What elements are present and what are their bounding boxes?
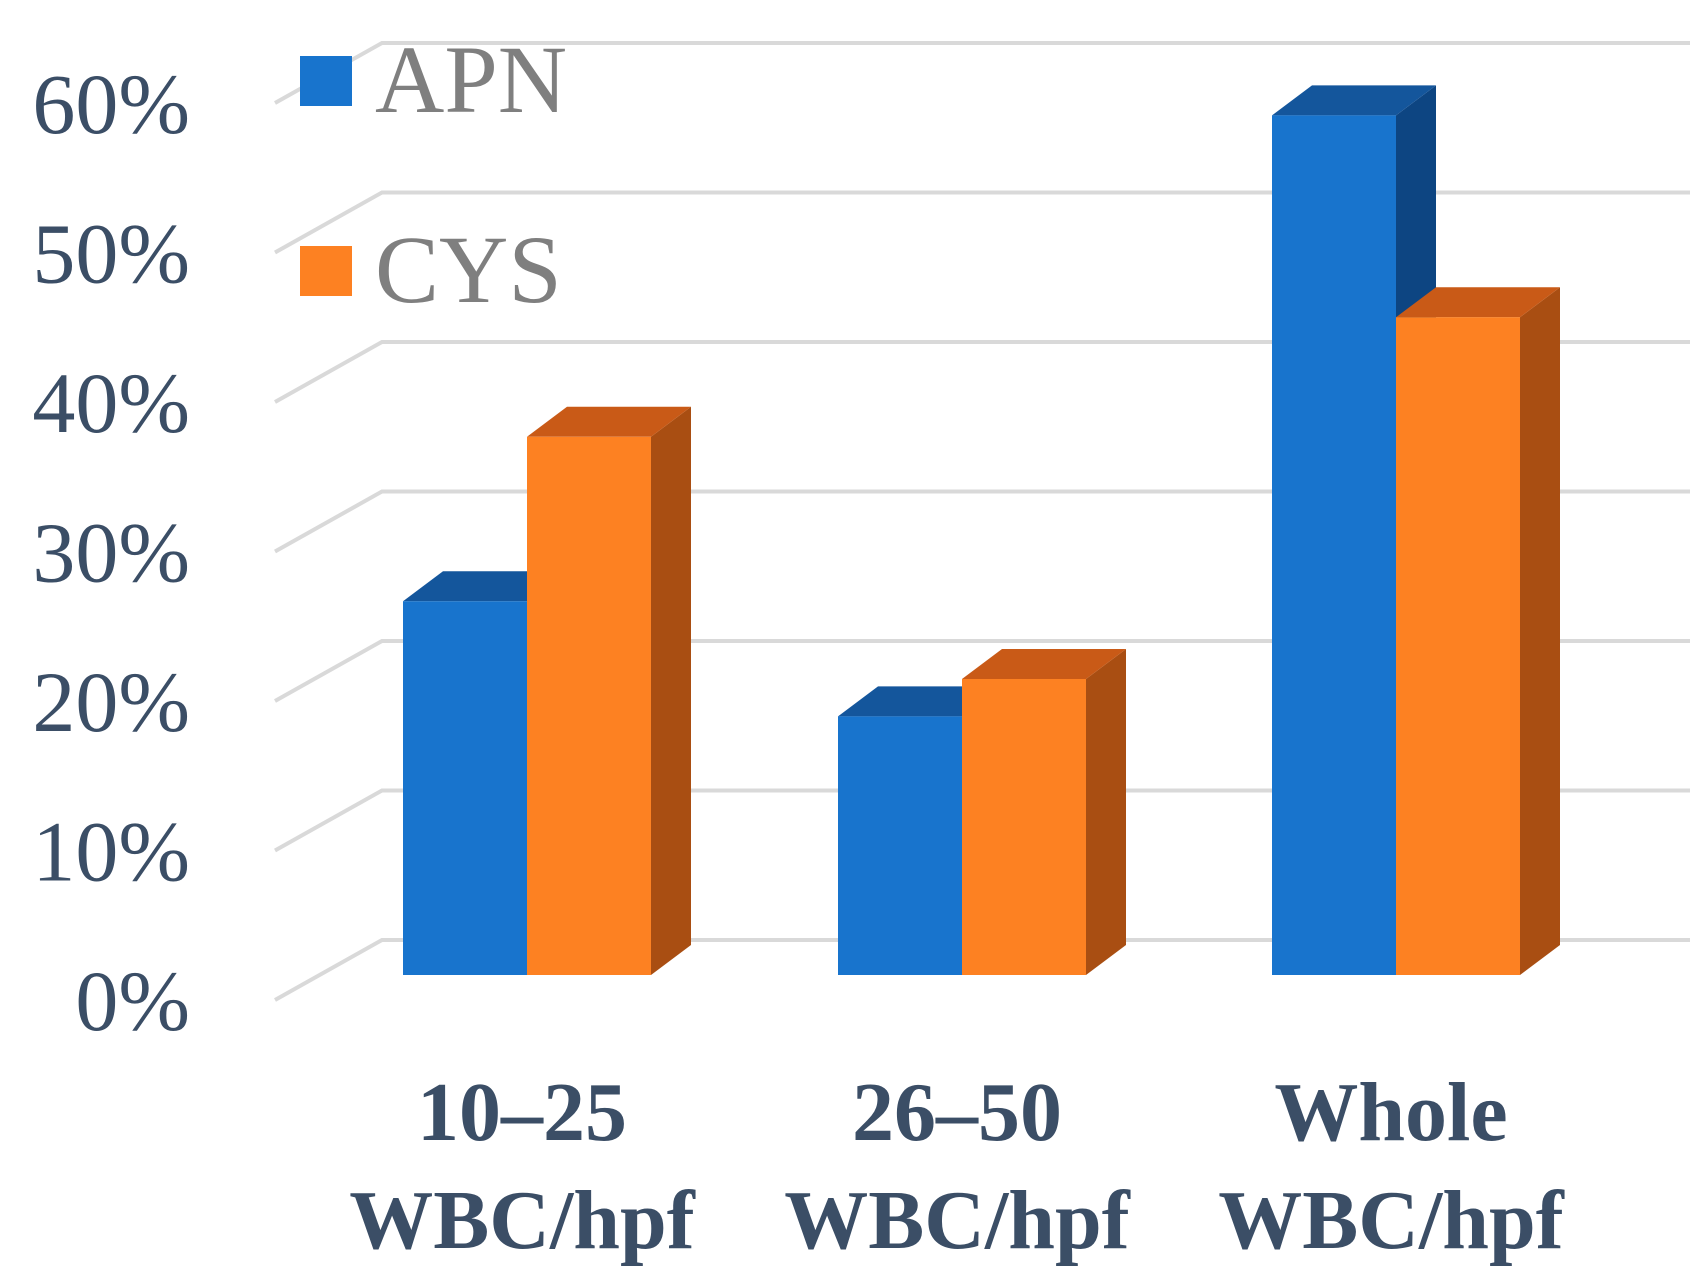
x-axis-category-labels: 10–25 WBC/hpf 26–50 WBC/hpf Whole WBC/hpf [349,1066,1564,1266]
legend-label: APN [375,26,567,133]
y-tick-label: 40% [32,355,190,451]
bars [403,85,1560,975]
bar-side-face [1086,648,1126,975]
gridline [274,340,1690,404]
x-category-label: WBC/hpf [349,1174,695,1266]
bar-top-face [962,648,1126,679]
bar-front-face [527,436,651,975]
x-category-label: Whole [1274,1066,1507,1159]
y-tick-label: 0% [75,953,190,1049]
gridline [274,489,1690,554]
bar-front-face [1396,317,1520,975]
legend-swatch [300,246,352,296]
gridline [274,938,1690,1002]
legend-label: CYS [375,216,562,323]
x-category-label: 26–50 [852,1066,1062,1159]
legend: APN CYS [300,26,567,323]
bar-top-face [838,686,1002,717]
bar-cys-0 [527,406,691,975]
y-tick-label: 20% [32,654,190,750]
bar-top-face [527,406,691,437]
y-tick-label: 50% [32,206,190,302]
y-axis-tick-labels: 0% 10% 20% 30% 40% 50% 60% [32,56,190,1049]
x-category-label: WBC/hpf [784,1174,1130,1266]
bar-front-face [838,716,962,975]
x-category-label: WBC/hpf [1218,1174,1564,1266]
bar-side-face [651,406,691,975]
y-tick-label: 60% [32,56,190,152]
bar-cys-1 [962,648,1126,975]
gridline [274,788,1690,853]
bar-front-face [403,601,527,975]
bar-top-face [403,571,567,602]
x-category-label: 10–25 [417,1066,627,1159]
bar-top-face [1272,85,1436,116]
bar-side-face [1520,287,1560,975]
bar-cys-2 [1396,287,1560,975]
gridline [274,639,1690,703]
legend-swatch [300,56,352,106]
bar-front-face [962,678,1086,975]
bar-top-face [1396,287,1560,318]
bar-front-face [1272,115,1396,975]
gridline [274,190,1690,255]
y-tick-label: 10% [32,804,190,900]
y-tick-label: 30% [32,505,190,601]
